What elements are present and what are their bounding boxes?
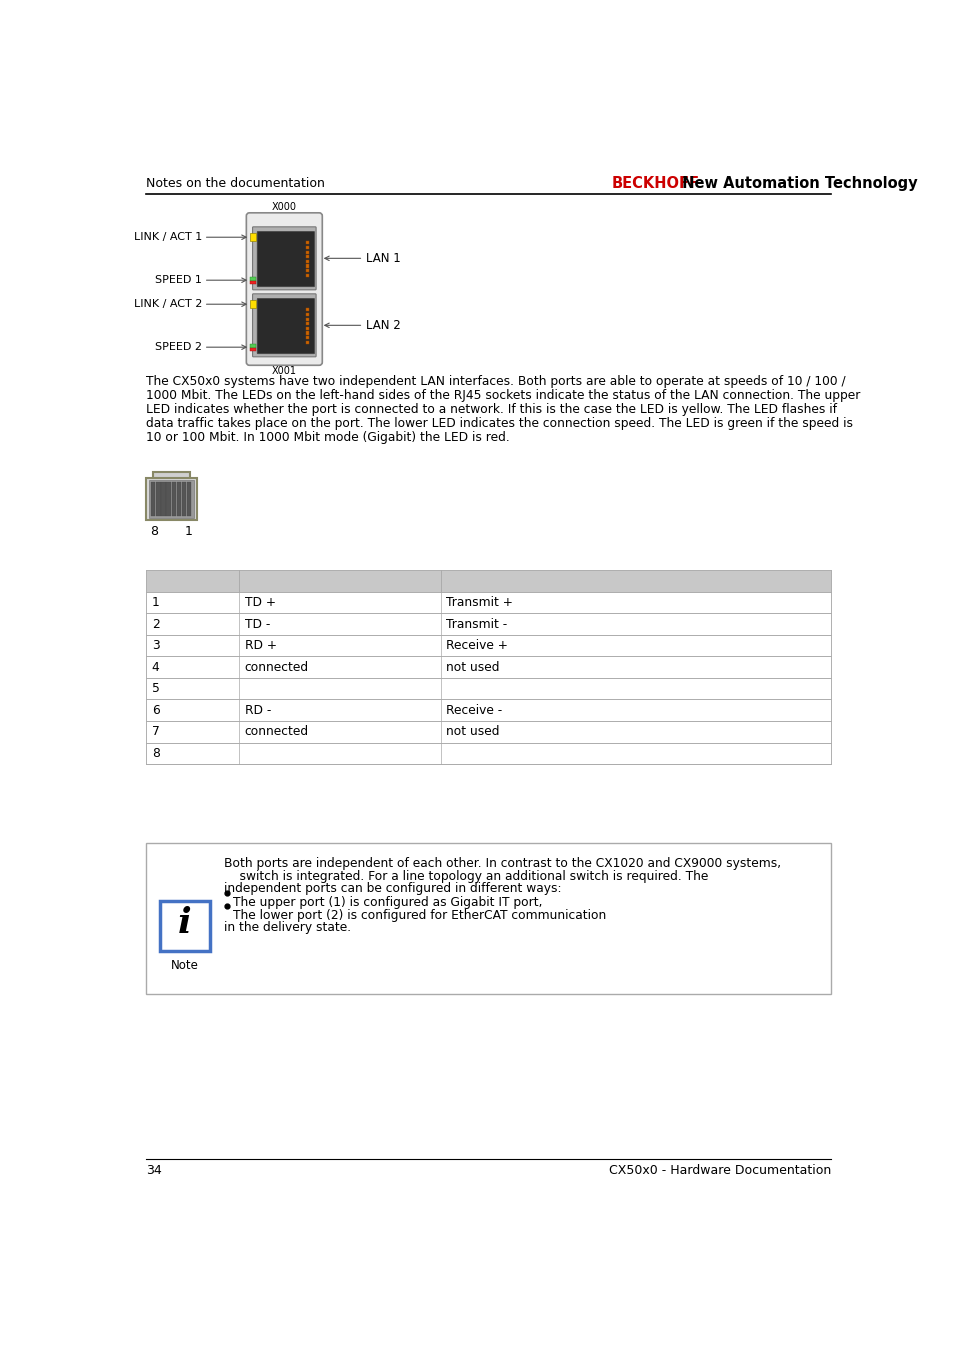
Bar bbox=[306, 332, 309, 335]
Text: LAN 1: LAN 1 bbox=[365, 252, 400, 265]
Bar bbox=[250, 347, 256, 351]
Bar bbox=[166, 482, 171, 516]
Text: LED indicates whether the port is connected to a network. If this is the case th: LED indicates whether the port is connec… bbox=[146, 404, 837, 416]
Text: New Automation Technology: New Automation Technology bbox=[677, 176, 917, 192]
Bar bbox=[176, 482, 181, 516]
Text: 34: 34 bbox=[146, 1164, 162, 1177]
Bar bbox=[306, 323, 309, 325]
Bar bbox=[306, 308, 309, 312]
Text: Notes on the documentation: Notes on the documentation bbox=[146, 177, 325, 190]
Text: Receive -: Receive - bbox=[446, 703, 502, 717]
Bar bbox=[250, 281, 256, 285]
Text: TD -: TD - bbox=[245, 617, 270, 630]
Bar bbox=[146, 613, 831, 634]
Text: The CX50x0 systems have two independent LAN interfaces. Both ports are able to o: The CX50x0 systems have two independent … bbox=[146, 375, 845, 389]
Bar bbox=[187, 482, 192, 516]
Bar bbox=[306, 274, 309, 277]
Bar bbox=[306, 313, 309, 316]
Bar bbox=[146, 478, 196, 520]
Bar bbox=[149, 481, 194, 518]
Bar bbox=[153, 471, 190, 478]
Bar bbox=[250, 300, 256, 308]
Text: The upper port (1) is configured as Gigabit IT port,: The upper port (1) is configured as Giga… bbox=[233, 896, 542, 909]
Text: 1: 1 bbox=[152, 595, 159, 609]
Bar bbox=[306, 340, 309, 344]
Text: 8: 8 bbox=[150, 525, 158, 537]
Bar bbox=[146, 591, 831, 613]
Bar bbox=[250, 344, 256, 347]
Text: SPEED 1: SPEED 1 bbox=[155, 275, 202, 285]
Bar bbox=[151, 482, 155, 516]
Text: The lower port (2) is configured for EtherCAT communication: The lower port (2) is configured for Eth… bbox=[233, 909, 606, 922]
Bar bbox=[146, 678, 831, 699]
Bar bbox=[306, 255, 309, 258]
Bar bbox=[306, 251, 309, 254]
Text: RD +: RD + bbox=[245, 639, 276, 652]
Text: not used: not used bbox=[446, 725, 499, 738]
Bar bbox=[250, 234, 256, 242]
Text: 10 or 100 Mbit. In 1000 Mbit mode (Gigabit) the LED is red.: 10 or 100 Mbit. In 1000 Mbit mode (Gigab… bbox=[146, 431, 510, 444]
FancyBboxPatch shape bbox=[253, 227, 315, 290]
Text: SPEED 2: SPEED 2 bbox=[155, 342, 202, 352]
Text: 6: 6 bbox=[152, 703, 159, 717]
Bar bbox=[306, 265, 309, 267]
Text: 4: 4 bbox=[152, 660, 159, 674]
Text: independent ports can be configured in different ways:: independent ports can be configured in d… bbox=[224, 882, 560, 895]
Bar bbox=[146, 570, 831, 591]
FancyBboxPatch shape bbox=[257, 231, 314, 286]
Bar bbox=[306, 336, 309, 339]
Bar bbox=[250, 277, 256, 281]
Text: LAN 2: LAN 2 bbox=[365, 319, 400, 332]
Text: 2: 2 bbox=[152, 617, 159, 630]
Bar bbox=[146, 634, 831, 656]
Bar bbox=[146, 743, 831, 764]
Text: LINK / ACT 2: LINK / ACT 2 bbox=[133, 300, 202, 309]
Text: connected: connected bbox=[245, 725, 309, 738]
Bar bbox=[146, 699, 831, 721]
Bar bbox=[159, 902, 210, 952]
Text: 7: 7 bbox=[152, 725, 159, 738]
FancyBboxPatch shape bbox=[253, 294, 315, 356]
Text: Receive +: Receive + bbox=[446, 639, 508, 652]
Text: Both ports are independent of each other. In contrast to the CX1020 and CX9000 s: Both ports are independent of each other… bbox=[224, 857, 781, 871]
Bar bbox=[161, 482, 166, 516]
Text: RD -: RD - bbox=[245, 703, 271, 717]
Text: Transmit +: Transmit + bbox=[446, 595, 513, 609]
Text: X001: X001 bbox=[272, 366, 296, 377]
Text: 3: 3 bbox=[152, 639, 159, 652]
Text: TD +: TD + bbox=[245, 595, 275, 609]
Text: X000: X000 bbox=[272, 202, 296, 212]
Bar bbox=[172, 482, 175, 516]
FancyBboxPatch shape bbox=[246, 213, 322, 366]
Bar bbox=[146, 844, 831, 994]
Bar bbox=[156, 482, 160, 516]
Text: Note: Note bbox=[171, 958, 198, 972]
Text: CX50x0 - Hardware Documentation: CX50x0 - Hardware Documentation bbox=[609, 1164, 831, 1177]
Text: BECKHOFF: BECKHOFF bbox=[611, 176, 699, 192]
Bar bbox=[306, 327, 309, 329]
Text: LINK / ACT 1: LINK / ACT 1 bbox=[133, 232, 202, 242]
Text: 1: 1 bbox=[185, 525, 193, 537]
Text: switch is integrated. For a line topology an additional switch is required. The: switch is integrated. For a line topolog… bbox=[224, 869, 707, 883]
Text: 1000 Mbit. The LEDs on the left-hand sides of the RJ45 sockets indicate the stat: 1000 Mbit. The LEDs on the left-hand sid… bbox=[146, 389, 860, 402]
Text: in the delivery state.: in the delivery state. bbox=[224, 921, 351, 934]
Text: i: i bbox=[177, 906, 192, 940]
Bar bbox=[306, 269, 309, 273]
Text: not used: not used bbox=[446, 660, 499, 674]
Bar bbox=[146, 656, 831, 678]
Text: Transmit -: Transmit - bbox=[446, 617, 507, 630]
FancyBboxPatch shape bbox=[257, 298, 314, 354]
Bar bbox=[306, 246, 309, 250]
Bar bbox=[146, 721, 831, 743]
Text: 8: 8 bbox=[152, 747, 159, 760]
Text: data traffic takes place on the port. The lower LED indicates the connection spe: data traffic takes place on the port. Th… bbox=[146, 417, 853, 429]
Bar bbox=[306, 259, 309, 263]
Bar bbox=[306, 317, 309, 321]
Bar bbox=[182, 482, 186, 516]
Text: 5: 5 bbox=[152, 682, 159, 695]
Bar bbox=[306, 242, 309, 244]
Text: connected: connected bbox=[245, 660, 309, 674]
